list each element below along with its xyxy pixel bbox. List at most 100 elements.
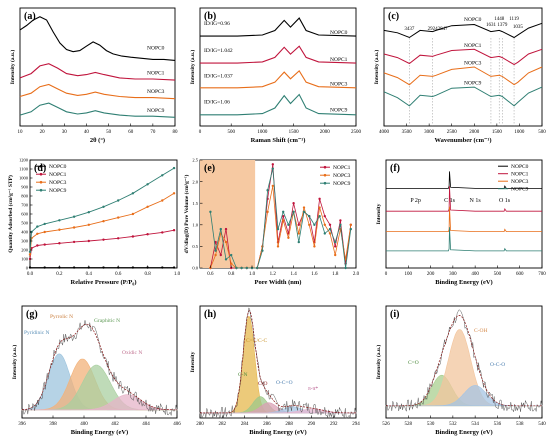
y-tick-label: 1.5 — [192, 201, 198, 206]
data-point — [131, 266, 135, 269]
series-line-nopc3 — [386, 206, 542, 232]
legend-label: NOPC0 — [49, 164, 67, 170]
component-label: C-O — [258, 381, 268, 387]
data-point — [318, 214, 321, 218]
x-tick-label: 406 — [173, 422, 181, 427]
plot-frame — [21, 305, 178, 419]
series-line-nopc0 — [19, 16, 176, 61]
peak-label: 1631 — [486, 23, 497, 28]
series-line-nopc9 — [19, 102, 176, 118]
panel-a: 10 20 30 40 50 60 70 80 2θ (°) Intensity (a.u.) (a… — [9, 7, 178, 144]
panel-label: (f) — [390, 163, 400, 174]
x-tick-label: 286 — [263, 422, 271, 427]
x-tick-label: 1.6 — [311, 272, 318, 277]
series-line-nopc9 — [200, 93, 357, 116]
legend-label-nopc3: NOPC3 — [464, 61, 482, 67]
x-tick-label: 0.8 — [144, 272, 151, 277]
x-tick-label: 292 — [330, 422, 338, 427]
component-label: O-C-O — [490, 362, 505, 368]
data-point — [58, 242, 61, 245]
legend-label-nopc0: NOPC0 — [330, 30, 348, 36]
component-label: Pyrrolic N — [50, 314, 73, 320]
data-point — [36, 232, 39, 235]
data-point — [43, 230, 46, 234]
data-point — [72, 240, 76, 244]
data-point — [323, 223, 326, 226]
panel-g: 396 398 400 402 404 406 Binding Energy (eV) Int… — [11, 305, 181, 436]
legend-label: NOPC9 — [49, 188, 67, 194]
data-point — [28, 250, 32, 253]
data-point — [334, 253, 337, 257]
peak-label: 1448 — [494, 17, 505, 22]
data-point — [276, 227, 280, 231]
x-tick-label: 1.0 — [174, 272, 181, 277]
data-point — [87, 239, 91, 243]
x-tick-label: 1500 — [289, 130, 300, 135]
data-point — [308, 214, 311, 218]
x-tick-label: 538 — [516, 422, 524, 427]
series-line-nopc3 — [29, 192, 175, 255]
panel-f: 0 100 200 300 400 500 600 700 Binding Energy (eV… — [376, 159, 546, 286]
data-point — [323, 232, 326, 235]
data-point — [131, 212, 135, 216]
data-point — [287, 223, 290, 226]
x-tick-label: 1000 — [257, 130, 268, 135]
data-point — [235, 266, 238, 270]
legend-marker — [323, 181, 327, 185]
x-tick-label: 290 — [308, 422, 316, 427]
legend-label-nopc3: NOPC3 — [147, 89, 165, 95]
x-tick-label: 100 — [405, 272, 413, 277]
y-tick-label: 400 — [21, 230, 29, 235]
data-point — [224, 258, 228, 261]
y-tick-label: 1000 — [19, 176, 29, 181]
y-tick-label: 100 — [21, 257, 29, 262]
data-point — [339, 223, 342, 226]
x-tick-label: 540 — [538, 422, 546, 427]
x-tick-label: 2500 — [351, 130, 362, 135]
data-point — [58, 228, 61, 231]
x-tick-label: 400 — [471, 272, 479, 277]
legend-marker — [39, 164, 43, 168]
x-tick-label: 2000 — [469, 130, 480, 135]
panel-d: 0.0 0.2 0.4 0.6 0.8 1.0 0 100 200 300 400 500 600 700… — [7, 158, 181, 286]
ratio-label: ID/IG=1.042 — [204, 48, 233, 54]
data-point — [209, 210, 212, 214]
peak-label: N 1s — [470, 198, 482, 204]
series-line-nopc1 — [200, 45, 357, 64]
legend-label: NOPC3 — [49, 180, 67, 186]
component-label: Graphitic N — [94, 318, 120, 324]
x-axis-label: Relative Pressure (P/P₀) — [71, 279, 137, 286]
series-line-nopc3 — [19, 83, 176, 100]
data-point — [36, 244, 39, 247]
data-point — [297, 232, 300, 235]
x-tick-label: 0.0 — [27, 272, 34, 277]
ratio-label: ID/IG=0.96 — [204, 21, 230, 27]
x-tick-label: 530 — [427, 422, 435, 427]
data-point — [172, 166, 176, 170]
data-point — [282, 214, 285, 218]
x-tick-label: 402 — [111, 422, 119, 427]
data-point — [349, 227, 352, 231]
x-tick-label: 500 — [494, 272, 502, 277]
panel-i: 526 528 530 532 534 536 538 540 Binding Energy (… — [375, 305, 546, 436]
x-tick-label: 0.4 — [86, 272, 93, 277]
y-tick-label: 200 — [21, 248, 29, 253]
x-tick-label: 0.6 — [207, 272, 214, 277]
data-point — [245, 266, 248, 270]
x-tick-label: 500 — [227, 130, 235, 135]
series-line-nopc9 — [383, 86, 543, 107]
legend-label-nopc9: NOPC9 — [464, 81, 482, 87]
series-line-nopc1 — [386, 186, 542, 212]
data-point — [72, 226, 76, 229]
data-point — [117, 216, 120, 219]
data-point — [349, 223, 352, 226]
data-point — [328, 223, 332, 226]
data-point — [292, 210, 295, 214]
x-tick-label: 600 — [516, 272, 524, 277]
component-label: C=O — [408, 360, 419, 366]
peak-label: C 1s — [444, 198, 456, 204]
peak-label: 1119 — [509, 17, 519, 22]
x-tick-label: 30 — [62, 130, 68, 135]
data-point — [146, 183, 149, 186]
x-tick-label: 1.4 — [290, 272, 297, 277]
